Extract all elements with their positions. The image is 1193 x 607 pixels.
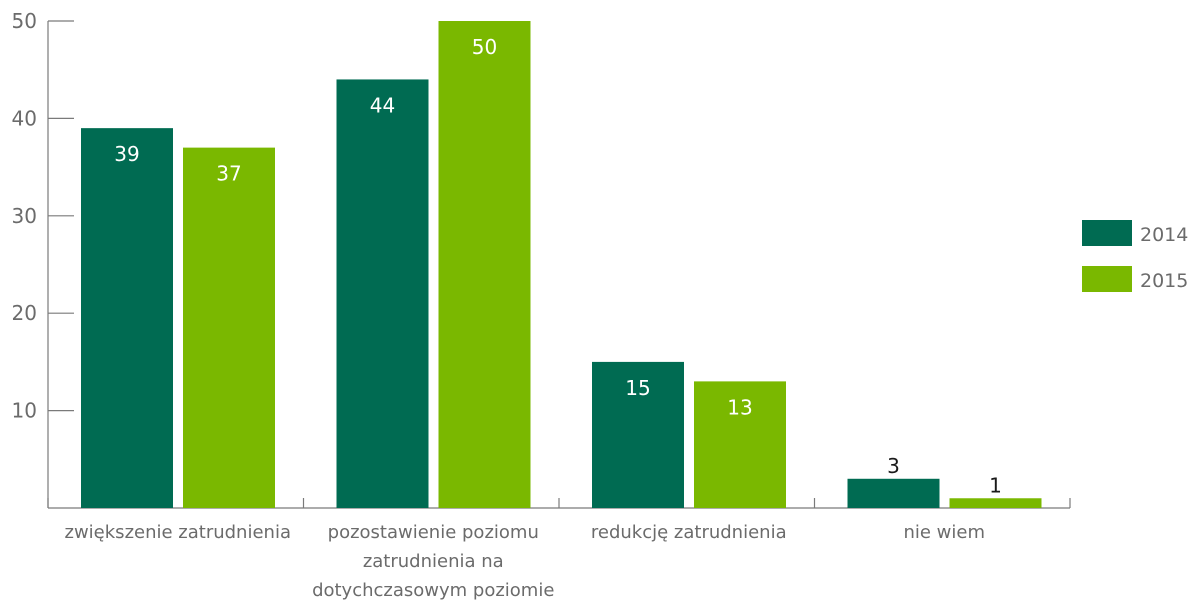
bar-2014 (336, 79, 429, 508)
bar-value-label: 50 (472, 35, 497, 59)
bar-2014 (81, 128, 173, 508)
x-category-label: dotychczasowym poziomie (312, 580, 554, 601)
y-tick-label: 10 (12, 399, 37, 423)
bar-value-label: 39 (114, 142, 139, 166)
bar-value-label: 3 (887, 454, 900, 478)
x-category-label: zatrudnienia na (363, 551, 504, 572)
bar-value-label: 44 (370, 93, 395, 117)
bar-value-label: 13 (727, 395, 752, 419)
bar-2015 (949, 498, 1042, 508)
bars: 39 37 44 50 15 13 3 1 (81, 21, 1042, 508)
x-category-label: pozostawienie poziomu (328, 522, 539, 543)
bar-2014 (592, 361, 684, 508)
bar-2015 (694, 381, 786, 508)
x-category-label: nie wiem (903, 522, 985, 543)
x-category-label: redukcję zatrudnienia (591, 522, 787, 543)
bar-value-label: 1 (989, 473, 1002, 497)
y-tick-label: 50 (12, 9, 37, 33)
legend-label: 2014 (1140, 224, 1188, 246)
y-tick-label: 40 (12, 106, 37, 130)
legend-label: 2015 (1140, 270, 1188, 292)
legend-swatch-2015 (1082, 266, 1132, 292)
legend: 2014 2015 (1082, 220, 1188, 292)
y-axis: 10 20 30 40 50 (12, 9, 74, 508)
y-tick-label: 20 (12, 301, 37, 325)
bar-2014 (847, 478, 940, 508)
x-category-label: zwiększenie zatrudnienia (65, 522, 291, 543)
y-tick-label: 30 (12, 204, 37, 228)
bar-2015 (438, 21, 531, 508)
bar-2015 (183, 147, 275, 508)
x-axis: zwiększenie zatrudnienia pozostawienie po… (47, 498, 1071, 601)
bar-value-label: 15 (625, 376, 650, 400)
bar-value-label: 37 (216, 162, 241, 186)
legend-swatch-2014 (1082, 220, 1132, 246)
